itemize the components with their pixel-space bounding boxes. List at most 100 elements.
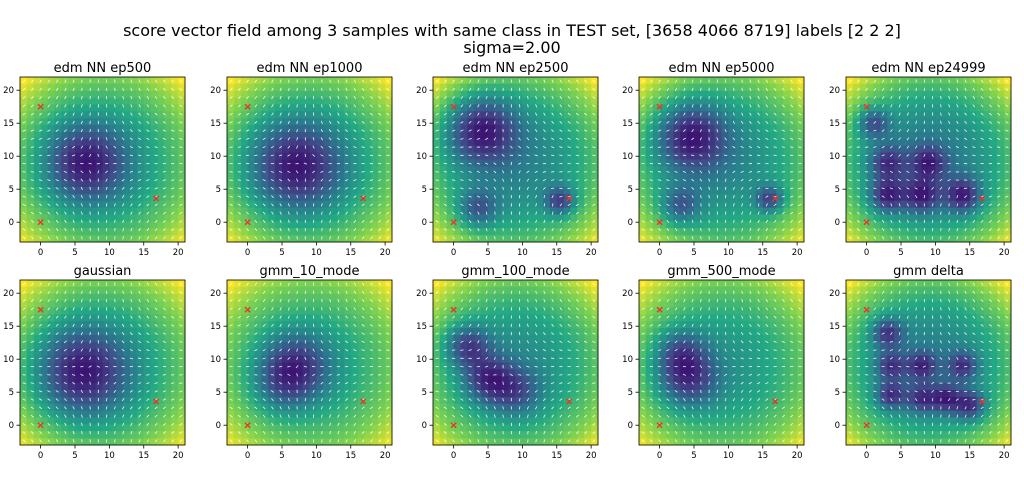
vector-arrow	[773, 211, 777, 215]
heatmap-cell	[116, 125, 124, 133]
heatmap-cell	[150, 83, 159, 92]
heatmap-cell	[157, 235, 165, 243]
heatmap-cell	[47, 125, 55, 133]
vector-arrow	[749, 236, 752, 240]
heatmap-cell	[522, 221, 530, 229]
heatmap-cell	[433, 132, 441, 140]
heatmap-cell	[797, 173, 805, 181]
vector-arrow	[567, 171, 571, 173]
heatmap-cell	[536, 228, 544, 236]
heatmap-cell	[962, 125, 971, 133]
heatmap-cell	[529, 145, 537, 154]
vector-arrow	[262, 211, 266, 215]
vector-arrow	[245, 129, 250, 132]
heatmap-cell	[543, 221, 551, 229]
vector-arrow	[369, 112, 373, 116]
heatmap-cell	[866, 221, 875, 229]
heatmap-cell	[268, 118, 276, 126]
heatmap-cell	[928, 187, 936, 195]
heatmap-cell	[337, 166, 345, 174]
vector-arrow	[154, 121, 158, 124]
vector-arrow	[444, 79, 447, 83]
vector-arrow	[179, 203, 183, 207]
vector-arrow	[584, 228, 588, 232]
heatmap-cell	[488, 118, 496, 126]
heatmap-cell	[549, 90, 558, 99]
heatmap-cell	[371, 200, 379, 209]
heatmap-cell	[282, 90, 290, 99]
heatmap-cell	[501, 207, 510, 216]
heatmap-cell	[330, 166, 338, 174]
heatmap-cell	[295, 173, 304, 181]
heatmap-cell	[47, 166, 55, 174]
vector-arrow	[931, 178, 934, 182]
vector-arrow	[287, 219, 290, 224]
heatmap-cell	[178, 97, 186, 106]
heatmap-cell	[439, 235, 448, 243]
vector-arrow	[674, 211, 678, 215]
heatmap-cell	[385, 221, 393, 229]
heatmap-cell	[762, 159, 771, 167]
vector-arrow	[748, 186, 752, 190]
heatmap-cell	[536, 104, 544, 112]
vector-arrow	[129, 146, 134, 149]
heatmap-cell	[130, 138, 138, 147]
vector-arrow	[749, 79, 752, 83]
vector-arrow	[881, 179, 885, 181]
vector-arrow	[321, 87, 323, 92]
heatmap-cell	[20, 104, 28, 112]
heatmap-cell	[488, 187, 496, 195]
heatmap-cell	[700, 132, 709, 140]
heatmap-cell	[949, 221, 957, 229]
vector-arrow	[64, 203, 67, 207]
vector-arrow	[649, 104, 653, 108]
vector-arrow	[138, 95, 141, 100]
vector-arrow	[337, 87, 340, 92]
vector-arrow	[47, 129, 51, 132]
vector-arrow	[765, 203, 768, 207]
vector-arrow	[666, 104, 670, 108]
vector-arrow	[583, 187, 588, 190]
heatmap-cell	[942, 145, 950, 154]
heatmap-cell	[536, 77, 544, 85]
vector-arrow	[154, 87, 158, 91]
heatmap-cell	[467, 77, 475, 85]
vector-arrow	[682, 170, 686, 174]
heatmap-cell	[584, 187, 592, 195]
heatmap-cell	[997, 228, 1005, 236]
heatmap-cell	[439, 200, 448, 209]
vector-arrow	[510, 161, 513, 166]
heatmap-cell	[707, 180, 716, 188]
heatmap-cell	[556, 145, 565, 154]
heatmap-cell	[350, 132, 359, 140]
heatmap-cell	[371, 235, 379, 243]
heatmap-cell	[529, 138, 537, 147]
vector-arrow	[336, 129, 340, 133]
heatmap-cell	[364, 97, 372, 106]
heatmap-cell	[652, 132, 661, 140]
heatmap-cell	[157, 159, 165, 167]
vector-arrow	[321, 236, 323, 240]
vector-arrow	[279, 227, 282, 232]
vector-arrow	[122, 79, 124, 83]
vector-arrow	[89, 79, 91, 83]
heatmap-cell	[337, 83, 345, 92]
vector-arrow	[740, 170, 744, 174]
heatmap-cell	[337, 111, 345, 119]
vector-arrow	[657, 146, 662, 148]
vector-arrow	[329, 219, 332, 224]
vector-arrow	[55, 195, 59, 199]
heatmap-cell	[894, 214, 902, 222]
heatmap-cell	[543, 97, 551, 106]
heatmap-cell	[164, 77, 172, 85]
heatmap-cell	[714, 152, 723, 161]
heatmap-cell	[990, 104, 998, 112]
heatmap-cell	[178, 214, 186, 222]
heatmap-cell	[240, 214, 249, 222]
heatmap-cell	[921, 83, 930, 92]
vector-arrow	[170, 137, 175, 140]
vector-arrow	[939, 145, 943, 149]
vector-arrow	[296, 195, 298, 199]
heatmap-cell	[136, 221, 145, 229]
heatmap-cell	[26, 83, 35, 92]
